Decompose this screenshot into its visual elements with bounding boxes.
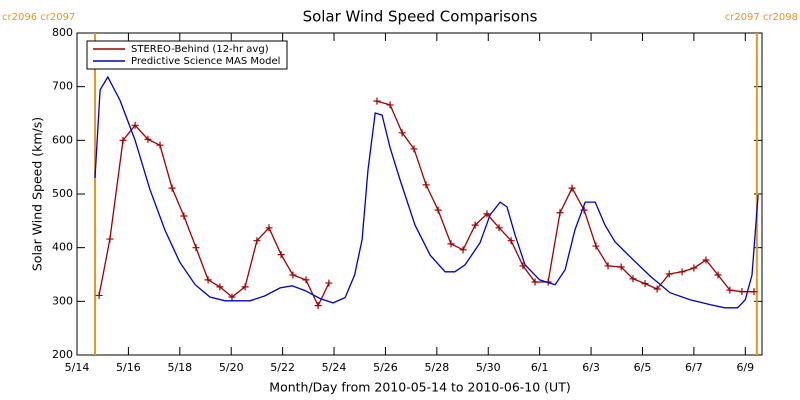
- point-marker: [690, 264, 698, 272]
- x-tick-label: 6/7: [685, 361, 703, 374]
- x-tick-label: 5/24: [322, 361, 347, 374]
- point-marker: [277, 251, 285, 259]
- x-tick-label: 6/5: [634, 361, 652, 374]
- point-marker: [314, 302, 322, 310]
- x-tick-label: 5/20: [219, 361, 244, 374]
- point-marker: [119, 136, 127, 144]
- point-marker: [447, 240, 455, 248]
- point-marker: [265, 224, 273, 232]
- point-marker: [738, 288, 746, 296]
- y-tick-label: 500: [52, 187, 73, 200]
- point-marker: [95, 291, 103, 299]
- point-marker: [156, 141, 164, 149]
- point-marker: [750, 288, 758, 296]
- point-marker: [434, 206, 442, 214]
- point-marker: [665, 270, 673, 278]
- plot-frame: [76, 32, 763, 356]
- point-marker: [629, 275, 637, 283]
- point-marker: [144, 135, 152, 143]
- series-line: [98, 100, 754, 308]
- x-tick-label: 5/16: [116, 361, 141, 374]
- x-tick-label: 5/28: [424, 361, 449, 374]
- point-marker: [678, 268, 686, 276]
- point-marker: [422, 181, 430, 189]
- point-marker: [641, 280, 649, 288]
- x-tick-label: 5/22: [270, 361, 295, 374]
- carrington-label: cr2097 cr2098: [725, 12, 798, 23]
- point-marker: [302, 276, 310, 284]
- point-marker: [192, 244, 200, 252]
- legend-box: [86, 40, 288, 70]
- point-marker: [325, 279, 333, 287]
- point-marker: [617, 263, 625, 271]
- x-tick-label: 6/3: [582, 361, 600, 374]
- point-marker: [106, 235, 114, 243]
- x-tick-label: 5/18: [167, 361, 192, 374]
- legend-label: Predictive Science MAS Model: [131, 56, 280, 67]
- y-axis-title: Solar Wind Speed (km/s): [30, 117, 45, 271]
- x-tick-label: 6/1: [531, 361, 549, 374]
- point-marker: [204, 276, 212, 284]
- point-marker: [531, 278, 539, 286]
- point-marker: [483, 210, 491, 218]
- point-marker: [495, 224, 503, 232]
- x-tick-label: 5/30: [476, 361, 501, 374]
- point-marker: [459, 246, 467, 254]
- point-marker: [592, 242, 600, 250]
- x-tick-label: 5/26: [373, 361, 398, 374]
- point-marker: [241, 283, 249, 291]
- point-marker: [568, 184, 576, 192]
- series-line: [94, 75, 759, 309]
- point-marker: [653, 285, 661, 293]
- point-marker: [253, 237, 261, 245]
- point-marker: [604, 262, 612, 270]
- point-marker: [471, 221, 479, 229]
- point-marker: [373, 97, 381, 105]
- y-tick-label: 400: [52, 241, 73, 254]
- carrington-label: cr2096 cr2097: [2, 12, 75, 23]
- x-tick-label: 5/14: [65, 361, 90, 374]
- point-marker: [507, 237, 515, 245]
- y-tick-label: 200: [52, 348, 73, 361]
- point-marker: [386, 101, 394, 109]
- point-marker: [556, 209, 564, 217]
- point-marker: [398, 129, 406, 137]
- point-marker: [410, 145, 418, 153]
- point-marker: [168, 184, 176, 192]
- y-tick-label: 800: [52, 26, 73, 39]
- point-marker: [180, 212, 188, 220]
- point-marker: [289, 271, 297, 279]
- y-tick-label: 600: [52, 133, 73, 146]
- x-tick-label: 6/9: [736, 361, 754, 374]
- point-marker: [726, 286, 734, 294]
- point-marker: [131, 121, 139, 129]
- y-tick-label: 700: [52, 80, 73, 93]
- y-tick-label: 300: [52, 294, 73, 307]
- legend-label: STEREO-Behind (12-hr avg): [131, 44, 269, 55]
- point-marker: [228, 293, 236, 301]
- chart-title: Solar Wind Speed Comparisons: [303, 8, 538, 26]
- point-marker: [714, 271, 722, 279]
- x-axis-title: Month/Day from 2010-05-14 to 2010-06-10 …: [269, 380, 570, 395]
- point-marker: [216, 283, 224, 291]
- point-marker: [702, 256, 710, 264]
